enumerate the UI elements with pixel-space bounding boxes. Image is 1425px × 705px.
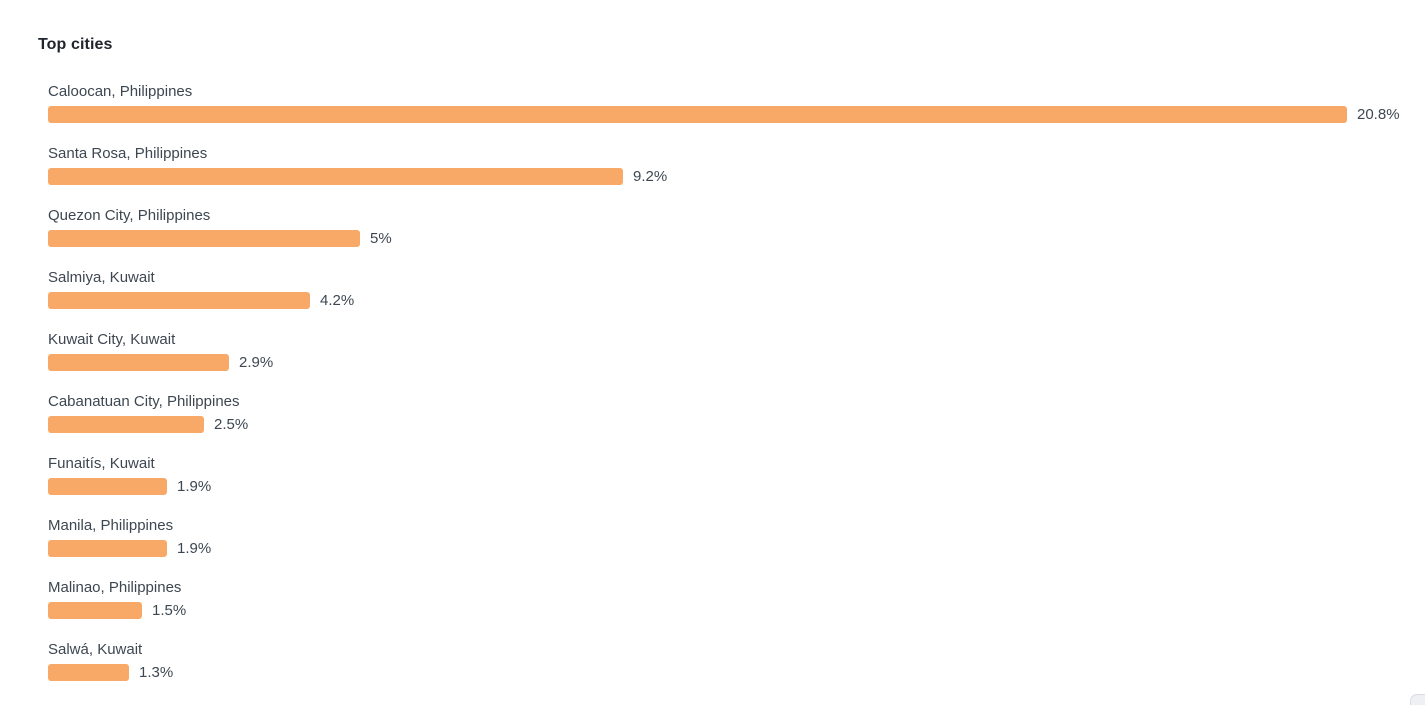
chart-row: Kuwait City, Kuwait 2.9%: [48, 330, 1425, 371]
bar-line: 2.5%: [48, 416, 1425, 433]
bar: [48, 416, 204, 433]
bar-line: 1.3%: [48, 664, 1425, 681]
bar: [48, 292, 310, 309]
bar-line: 1.5%: [48, 602, 1425, 619]
bar-line: 4.2%: [48, 292, 1425, 309]
bar-line: 1.9%: [48, 540, 1425, 557]
value-label: 1.9%: [177, 540, 212, 557]
chart-row: Santa Rosa, Philippines 9.2%: [48, 144, 1425, 185]
city-label: Salwá, Kuwait: [48, 641, 143, 658]
bar-line: 5%: [48, 230, 1425, 247]
city-label: Malinao, Philippines: [48, 579, 182, 596]
value-label: 9.2%: [633, 168, 668, 185]
city-label: Kuwait City, Kuwait: [48, 331, 176, 348]
bar: [48, 106, 1347, 123]
value-label: 2.9%: [239, 354, 274, 371]
chart-row: Quezon City, Philippines 5%: [48, 206, 1425, 247]
value-label: 4.2%: [320, 292, 355, 309]
bar-line: 9.2%: [48, 168, 1425, 185]
value-label: 5%: [370, 230, 392, 247]
chart-row: Salmiya, Kuwait 4.2%: [48, 268, 1425, 309]
city-label: Funaitís, Kuwait: [48, 455, 155, 472]
chart-rows: Caloocan, Philippines 20.8% Santa Rosa, Ph…: [48, 82, 1425, 681]
bar: [48, 354, 229, 371]
chart-row: Salwá, Kuwait 1.3%: [48, 640, 1425, 681]
bar-line: 2.9%: [48, 354, 1425, 371]
city-label: Cabanatuan City, Philippines: [48, 393, 240, 410]
bar: [48, 602, 142, 619]
chart-row: Manila, Philippines 1.9%: [48, 516, 1425, 557]
chart-row: Funaitís, Kuwait 1.9%: [48, 454, 1425, 495]
value-label: 1.9%: [177, 478, 212, 495]
value-label: 1.5%: [152, 602, 187, 619]
city-label: Quezon City, Philippines: [48, 207, 211, 224]
city-label: Caloocan, Philippines: [48, 83, 193, 100]
bar-line: 1.9%: [48, 478, 1425, 495]
city-label: Manila, Philippines: [48, 517, 174, 534]
value-label: 2.5%: [214, 416, 249, 433]
value-label: 1.3%: [139, 664, 174, 681]
corner-widget-artifact: [1410, 694, 1425, 705]
chart-row: Malinao, Philippines 1.5%: [48, 578, 1425, 619]
value-label: 20.8%: [1357, 106, 1400, 123]
chart-row: Caloocan, Philippines 20.8%: [48, 82, 1425, 123]
chart-title: Top cities: [38, 36, 113, 53]
chart-row: Cabanatuan City, Philippines 2.5%: [48, 392, 1425, 433]
city-label: Salmiya, Kuwait: [48, 269, 155, 286]
bar: [48, 168, 623, 185]
bar: [48, 478, 167, 495]
bar: [48, 230, 360, 247]
bar: [48, 540, 167, 557]
bar-line: 20.8%: [48, 106, 1425, 123]
city-label: Santa Rosa, Philippines: [48, 145, 208, 162]
bar: [48, 664, 129, 681]
